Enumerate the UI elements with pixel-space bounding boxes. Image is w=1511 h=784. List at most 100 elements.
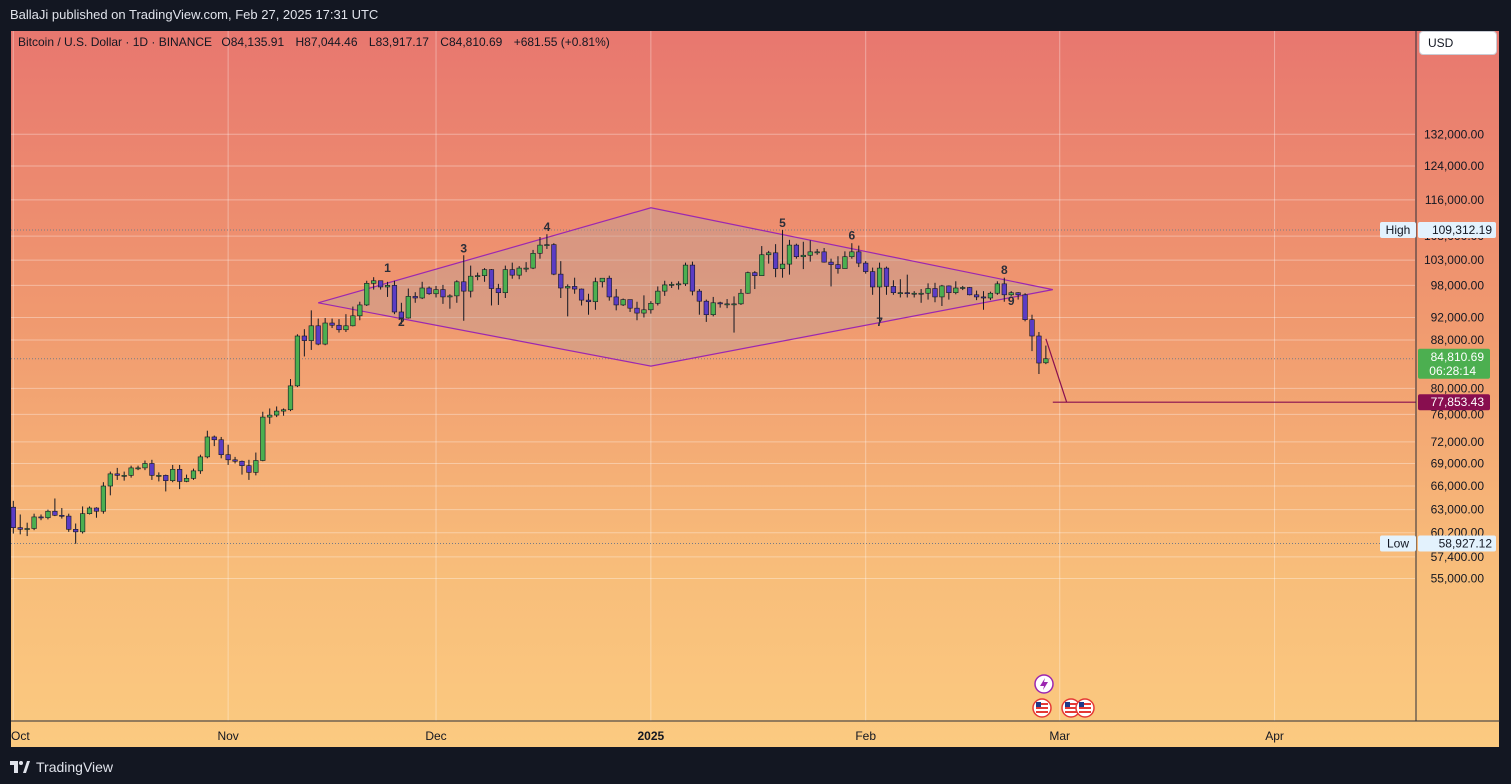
candle	[440, 284, 446, 304]
time-tick-label: Apr	[1265, 729, 1284, 743]
candle	[655, 286, 661, 306]
candle-body	[689, 264, 696, 292]
candle	[1001, 277, 1007, 302]
candle-body	[696, 290, 702, 302]
candle	[731, 296, 737, 333]
candle	[870, 267, 876, 295]
candle-body	[890, 286, 897, 294]
candle	[197, 454, 204, 474]
symbol-title[interactable]: Bitcoin / U.S. Dollar · 1D · BINANCE	[18, 35, 213, 49]
currency-button[interactable]: USD	[1419, 31, 1497, 55]
candle	[682, 262, 689, 286]
flag-stripe	[1036, 711, 1048, 713]
candle	[578, 288, 585, 306]
candles-group	[11, 230, 1049, 544]
candle-body	[1029, 319, 1035, 337]
candle-body	[287, 385, 294, 411]
candle	[786, 239, 793, 275]
us-flag-icon	[1032, 698, 1052, 718]
price-tick-label: 124,000.00	[1424, 159, 1484, 173]
candle	[447, 294, 453, 309]
candle	[246, 459, 252, 480]
candle	[391, 280, 398, 315]
candle	[925, 283, 931, 300]
last-price-value: 84,810.69	[1431, 350, 1485, 364]
candle-body	[807, 251, 813, 256]
candle	[1015, 292, 1021, 300]
candle-body	[149, 463, 155, 476]
candle-body	[572, 286, 578, 290]
candle-body	[620, 299, 626, 306]
price-tick-label: 66,000.00	[1431, 479, 1485, 493]
candle-body	[641, 309, 647, 314]
candle	[377, 280, 384, 290]
candle-body	[377, 280, 384, 288]
candle-body	[946, 285, 952, 294]
candle	[232, 456, 238, 464]
wave-label-2: 2	[398, 315, 405, 329]
candle-body	[211, 436, 217, 441]
candle-body	[883, 267, 890, 287]
candle	[1043, 345, 1049, 365]
candle-body	[267, 414, 273, 418]
candle-body	[190, 470, 197, 479]
time-axis: Oct Nov Dec 2025 Feb Mar Apr	[11, 729, 1284, 743]
price-tick-label: 76,000.00	[1431, 407, 1485, 421]
candle	[863, 261, 869, 274]
candle	[606, 275, 612, 301]
candle	[544, 234, 550, 249]
candle-body	[863, 262, 869, 272]
candle	[80, 506, 86, 534]
candle-body	[80, 513, 86, 533]
candle-body	[766, 252, 772, 256]
candle-body	[752, 272, 758, 276]
candle-body	[655, 290, 661, 304]
candle-body	[738, 292, 744, 305]
candle	[516, 266, 522, 280]
candle	[294, 334, 301, 388]
candle	[904, 274, 910, 298]
wave-label-7: 7	[876, 315, 883, 329]
candle-body	[371, 280, 377, 284]
candle-body	[204, 436, 210, 458]
candle	[204, 430, 210, 459]
candle-body	[280, 409, 287, 412]
candle	[315, 318, 321, 346]
candle	[426, 286, 432, 295]
tradingview-logo[interactable]: TradingView	[10, 758, 113, 776]
candle-body	[849, 251, 855, 258]
last-price-bg	[1418, 348, 1490, 379]
candle-body	[128, 467, 134, 476]
candle-body	[856, 251, 862, 264]
candle	[11, 500, 16, 534]
candle-body	[876, 267, 883, 288]
candle-body	[772, 252, 779, 269]
candle	[745, 271, 751, 294]
open-value: 84,135.91	[230, 35, 285, 49]
candle	[225, 444, 231, 465]
candle	[689, 261, 696, 296]
candle	[336, 319, 342, 333]
close-label: C	[440, 35, 449, 49]
candle-body	[315, 325, 321, 345]
candle-body	[835, 264, 841, 269]
candle-body	[779, 263, 786, 269]
candle	[1036, 332, 1042, 375]
candle	[502, 265, 508, 298]
candle	[177, 464, 183, 490]
candle-body	[960, 287, 966, 289]
candle-body	[627, 299, 633, 309]
candle-body	[1015, 292, 1021, 296]
high-tag-value-bg	[1418, 221, 1496, 238]
candle	[987, 291, 994, 301]
candle	[675, 281, 682, 290]
flag-stripe	[1065, 707, 1077, 709]
high-tag-value: 109,312.19	[1432, 223, 1492, 237]
wave-label-3: 3	[460, 241, 467, 255]
candle	[66, 513, 72, 532]
flag-stripe	[1036, 707, 1048, 709]
candle	[343, 314, 349, 333]
candle	[280, 408, 287, 416]
candle	[876, 262, 883, 322]
